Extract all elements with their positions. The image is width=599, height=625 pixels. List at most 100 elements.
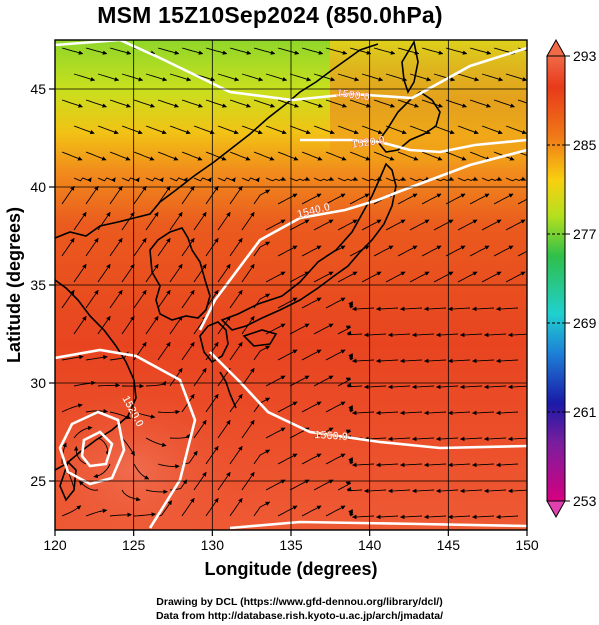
wind-arrow (337, 219, 358, 231)
map-title: MSM 15Z10Sep2024 (850.0hPa) (97, 2, 443, 28)
wind-arrow (93, 463, 111, 479)
wind-arrow (313, 479, 334, 491)
wind-arrow (351, 514, 375, 520)
wind-arrow (399, 410, 423, 416)
wind-arrow (493, 245, 514, 257)
wind-arrow (493, 99, 515, 108)
wind-arrow (421, 193, 442, 205)
contour-label-1520: 1520.0 (351, 134, 386, 151)
wind-arrow (61, 151, 83, 161)
wind-arrow (325, 151, 347, 161)
wind-arrow (97, 383, 121, 388)
wind-arrow (397, 151, 419, 161)
wind-arrow (457, 125, 479, 135)
wind-arrow (145, 73, 168, 82)
wind-arrow (265, 176, 287, 182)
wind-arrow (517, 99, 527, 104)
wind-arrow (253, 241, 271, 257)
wind-arrow (375, 358, 399, 364)
wind-arrow (145, 489, 168, 495)
wind-arrow (289, 219, 310, 231)
wind-arrow (157, 341, 171, 361)
x-tick-label: 145 (437, 537, 461, 553)
wind-arrow (157, 289, 171, 309)
contour-line-1520 (300, 138, 527, 154)
colorbar-tick-label: 293 (573, 48, 597, 64)
wind-arrow (459, 332, 483, 338)
wind-arrow (61, 185, 75, 205)
wind-arrow (505, 219, 526, 231)
wind-arrow (351, 306, 375, 312)
wind-arrow (133, 463, 150, 480)
coastline-sakhalin (401, 40, 419, 94)
wind-arrow (73, 425, 93, 439)
wind-arrow (205, 151, 227, 161)
wind-arrow (346, 486, 363, 492)
wind-arrow (423, 462, 447, 468)
wind-arrow (193, 263, 207, 283)
wind-arrow (349, 151, 371, 161)
wind-arrow (85, 151, 107, 161)
wind-arrow (205, 47, 228, 55)
wind-arrow (435, 384, 459, 390)
wind-arrow (253, 189, 271, 205)
colorbar-tick-label: 277 (573, 226, 597, 242)
footer-credit: Drawing by DCL (https://www.gfd-dennou.o… (156, 596, 443, 608)
wind-arrow (229, 393, 243, 413)
wind-arrow (85, 408, 108, 414)
wind-arrow (97, 125, 119, 135)
colorbar-max-arrow (546, 38, 566, 57)
contour-label-1500: 1500.0 (336, 87, 371, 104)
wind-arrow (73, 125, 95, 135)
wind-arrow (325, 505, 346, 517)
wind-arrow (169, 315, 183, 335)
wind-arrow (348, 509, 354, 517)
wind-arrow (313, 219, 334, 231)
wind-arrow (349, 193, 370, 205)
wind-arrow (397, 99, 419, 108)
wind-arrow (133, 185, 147, 205)
wind-arrow (97, 315, 111, 335)
colorbar-min-arrow (546, 500, 566, 519)
x-axis-label: Longitude (degrees) (204, 559, 377, 579)
wind-arrow (265, 271, 286, 283)
y-tick-label: 45 (30, 81, 46, 97)
wind-arrow (483, 436, 507, 442)
wind-arrow (517, 250, 527, 257)
wind-arrow (313, 323, 334, 335)
wind-arrow (169, 73, 192, 82)
wind-arrow (471, 410, 495, 416)
wind-arrow (445, 151, 467, 161)
wind-arrow (361, 219, 382, 231)
wind-arrow (109, 237, 123, 257)
wind-arrow (181, 497, 195, 517)
wind-arrow (277, 151, 299, 161)
wind-arrow (313, 271, 334, 283)
wind-arrow (351, 410, 375, 416)
wind-arrow (73, 211, 87, 231)
wind-arrow (337, 377, 351, 387)
wind-arrow (265, 479, 286, 491)
wind-arrow (109, 151, 131, 161)
wind-arrow (495, 306, 519, 312)
colorbar-tick-label: 253 (573, 493, 597, 509)
wind-arrow (445, 47, 468, 55)
wind-arrow (277, 349, 298, 361)
wind-arrow (229, 445, 243, 465)
wind-arrow (361, 271, 382, 283)
wind-arrow (277, 297, 298, 309)
wind-arrow (133, 512, 156, 517)
wind-arrow (289, 176, 311, 182)
wind-arrow (313, 125, 335, 135)
wind-arrow (349, 245, 370, 257)
coastline-honshu (220, 162, 397, 331)
wind-arrow (471, 306, 495, 312)
wind-arrow (61, 403, 83, 413)
coastline-asia (55, 43, 379, 239)
wind-arrow (217, 211, 231, 231)
wind-arrow (97, 263, 111, 283)
wind-arrow (229, 341, 243, 361)
wind-arrow (423, 306, 447, 312)
wind-arrow (433, 73, 456, 82)
wind-arrow (253, 99, 275, 108)
